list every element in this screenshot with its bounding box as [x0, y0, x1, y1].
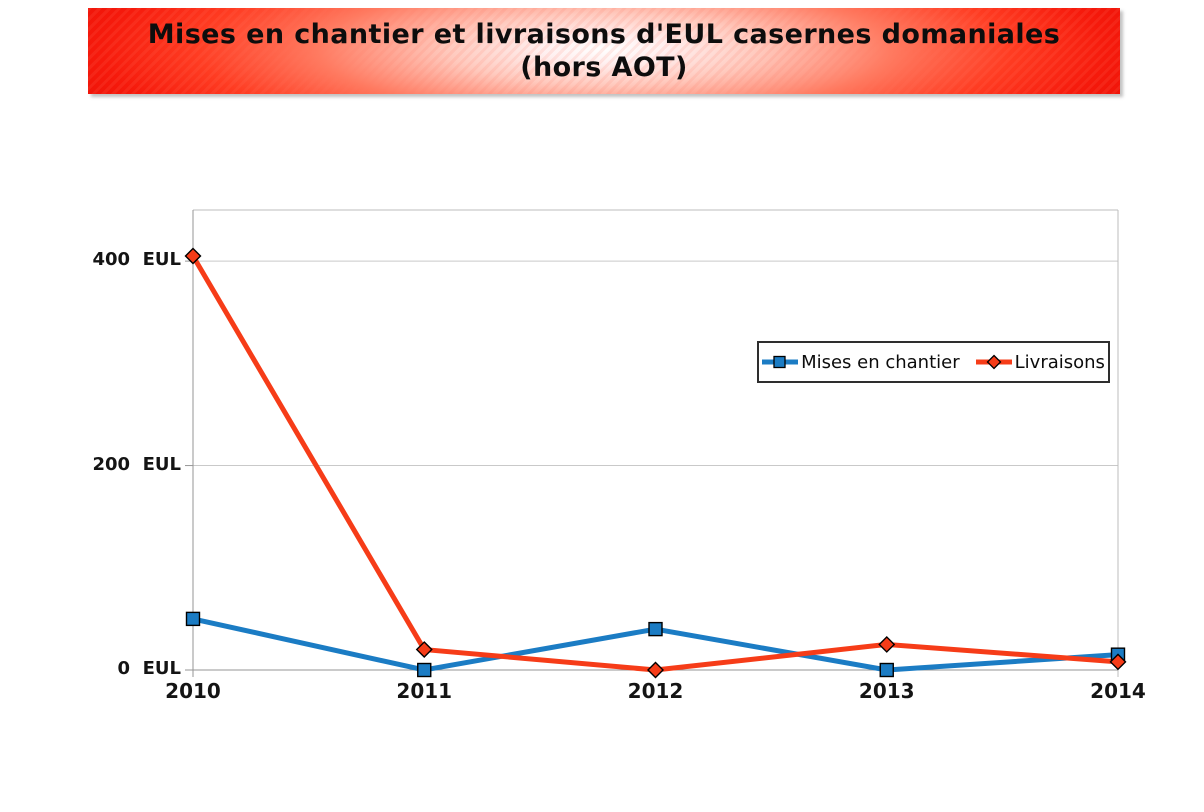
data-point-diamond [184, 247, 202, 265]
data-point-square [185, 611, 201, 627]
y-tick-label: 0 EUL [117, 658, 181, 679]
y-tick-label: 200 EUL [92, 453, 182, 475]
y-tick-label: 400 EUL [92, 249, 182, 271]
legend-item: Livraisons [975, 351, 1105, 373]
legend-label: Livraisons [1014, 351, 1105, 373]
data-point-diamond [415, 641, 433, 659]
legend-label: Mises en chantier [801, 351, 960, 373]
data-point-square [417, 662, 432, 678]
data-point-diamond [878, 635, 896, 653]
legend-marker-square-icon [762, 355, 799, 369]
legend-item: Mises en chantier [762, 352, 960, 373]
series-line-diamond [190, 254, 1119, 673]
chart-title: Mises en chantier et livraisons d'EUL ca… [147, 19, 1061, 50]
title-banner: Mises en chantier et livraisons d'EUL ca… [88, 8, 1120, 94]
x-tick-label: 2013 [858, 679, 915, 703]
x-tick-label: 2014 [1090, 679, 1146, 703]
data-point-diamond [647, 661, 664, 679]
data-point-square [879, 662, 894, 678]
x-tick-label: 2010 [165, 679, 221, 703]
legend-marker-diamond-icon [975, 354, 1012, 370]
x-tick-label: 2012 [627, 679, 684, 703]
data-point-square [648, 621, 663, 637]
data-point-diamond [1109, 653, 1127, 671]
chart-subtitle: (hors AOT) [520, 52, 688, 83]
legend: Mises en chantier Livraisons [757, 341, 1110, 383]
x-tick-label: 2011 [396, 679, 453, 703]
